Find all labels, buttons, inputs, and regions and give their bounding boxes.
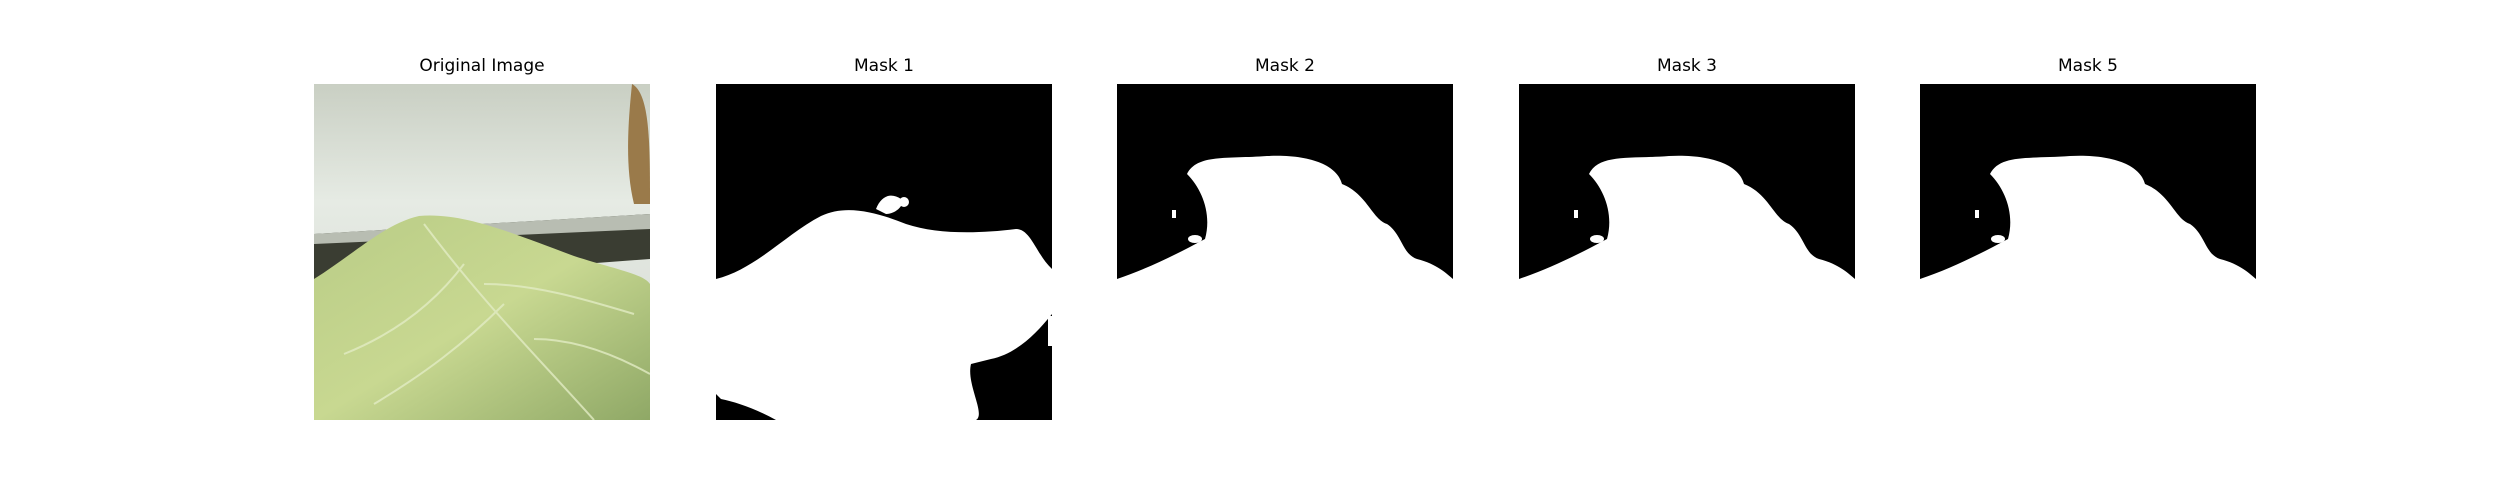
- panel-title: Mask 2: [1254, 56, 1315, 76]
- panel-title: Mask 1: [853, 56, 914, 76]
- mask2-shape: [1117, 84, 1453, 420]
- panel-title: Original Image: [419, 56, 545, 76]
- mask1-shape: [716, 84, 1052, 420]
- mask5-image: [1920, 84, 2256, 420]
- mask5-shape: [1920, 84, 2256, 420]
- mask3-image: [1519, 84, 1855, 420]
- original-photo: [314, 84, 650, 420]
- mask3-shape: [1519, 84, 1855, 420]
- panel-title: Mask 5: [2057, 56, 2118, 76]
- mask1-image: [716, 84, 1052, 420]
- panel-title: Mask 3: [1656, 56, 1717, 76]
- mask2-image: [1117, 84, 1453, 420]
- original-image: [314, 84, 650, 420]
